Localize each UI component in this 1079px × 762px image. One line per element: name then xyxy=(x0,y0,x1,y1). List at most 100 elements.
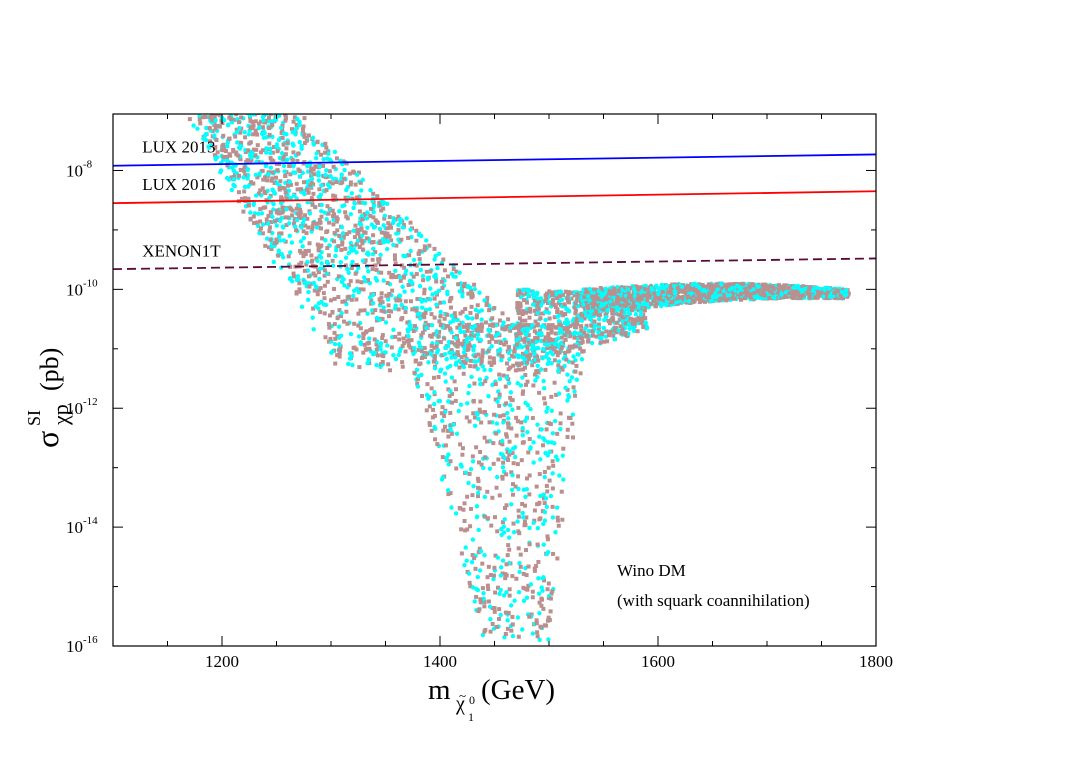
data-point xyxy=(506,425,511,430)
data-point xyxy=(427,422,432,427)
data-point xyxy=(356,265,361,271)
data-point xyxy=(643,316,648,321)
data-point xyxy=(500,326,505,331)
data-point xyxy=(355,279,360,284)
data-point xyxy=(603,286,608,292)
data-point xyxy=(635,329,640,334)
data-point xyxy=(384,235,389,240)
data-point xyxy=(422,244,427,249)
data-point xyxy=(603,304,608,309)
data-point xyxy=(500,438,505,444)
data-point xyxy=(302,252,307,257)
data-point xyxy=(436,374,441,379)
data-point xyxy=(533,319,538,324)
data-point xyxy=(414,238,419,243)
data-point xyxy=(541,378,546,384)
data-point xyxy=(469,506,474,511)
data-point xyxy=(360,247,365,252)
data-point xyxy=(472,286,477,292)
data-point xyxy=(537,637,542,643)
data-point xyxy=(328,174,333,179)
data-point xyxy=(459,527,464,532)
data-point xyxy=(327,169,332,174)
data-point xyxy=(509,398,514,403)
data-point xyxy=(602,307,607,312)
data-point xyxy=(586,337,591,342)
data-point xyxy=(384,246,390,252)
data-point xyxy=(630,305,635,310)
data-point xyxy=(516,311,521,316)
data-point xyxy=(394,231,399,236)
data-point xyxy=(280,254,286,260)
data-point xyxy=(527,492,532,497)
data-point xyxy=(478,600,483,605)
data-point xyxy=(213,118,218,123)
data-point xyxy=(552,315,557,320)
data-point xyxy=(586,328,592,334)
data-point xyxy=(796,289,801,294)
data-point xyxy=(248,210,253,215)
data-point xyxy=(516,474,521,479)
data-point xyxy=(507,587,512,592)
data-point xyxy=(562,363,567,369)
data-point xyxy=(493,382,498,387)
data-point xyxy=(626,301,631,306)
data-point xyxy=(359,213,365,219)
x-title-sub: χ xyxy=(455,693,465,715)
data-point xyxy=(750,282,755,287)
data-point xyxy=(579,328,584,333)
data-point xyxy=(594,287,599,292)
data-point xyxy=(742,286,747,291)
data-point xyxy=(465,494,470,499)
data-point xyxy=(670,285,675,290)
data-point xyxy=(250,150,255,156)
data-point xyxy=(559,345,564,350)
data-point xyxy=(335,228,340,233)
data-point xyxy=(294,291,299,296)
data-point xyxy=(399,237,404,242)
data-point xyxy=(315,292,320,297)
data-point xyxy=(814,289,819,294)
data-point xyxy=(242,106,246,110)
data-point xyxy=(507,547,512,552)
data-point xyxy=(701,287,707,293)
data-point xyxy=(289,240,295,245)
data-point xyxy=(612,291,617,296)
data-point xyxy=(548,493,554,499)
data-point xyxy=(768,284,773,289)
data-point xyxy=(516,405,521,410)
data-point xyxy=(312,288,317,293)
data-point xyxy=(547,289,552,294)
data-point xyxy=(832,290,837,295)
data-point xyxy=(475,366,480,372)
data-point xyxy=(472,423,478,429)
data-point xyxy=(742,289,747,294)
data-point xyxy=(502,517,507,522)
data-point xyxy=(283,118,288,123)
data-point xyxy=(572,293,577,298)
data-point xyxy=(531,290,536,295)
data-point xyxy=(546,440,551,445)
data-point xyxy=(479,317,484,322)
data-point xyxy=(616,306,621,311)
data-point xyxy=(537,390,542,395)
data-point xyxy=(504,361,509,366)
data-point xyxy=(722,283,727,288)
data-point xyxy=(207,126,212,131)
data-point xyxy=(664,283,670,289)
data-point xyxy=(635,300,640,306)
data-point xyxy=(438,323,443,328)
data-point xyxy=(469,288,474,293)
data-point xyxy=(458,402,464,407)
data-point xyxy=(504,434,509,439)
data-point xyxy=(523,547,528,552)
data-point xyxy=(222,145,227,150)
data-point xyxy=(359,233,365,238)
data-point xyxy=(336,324,342,329)
data-point xyxy=(490,495,495,500)
data-point xyxy=(509,426,514,431)
data-point xyxy=(498,565,504,570)
data-point xyxy=(501,413,506,418)
data-point xyxy=(429,334,434,339)
data-point xyxy=(556,391,562,396)
